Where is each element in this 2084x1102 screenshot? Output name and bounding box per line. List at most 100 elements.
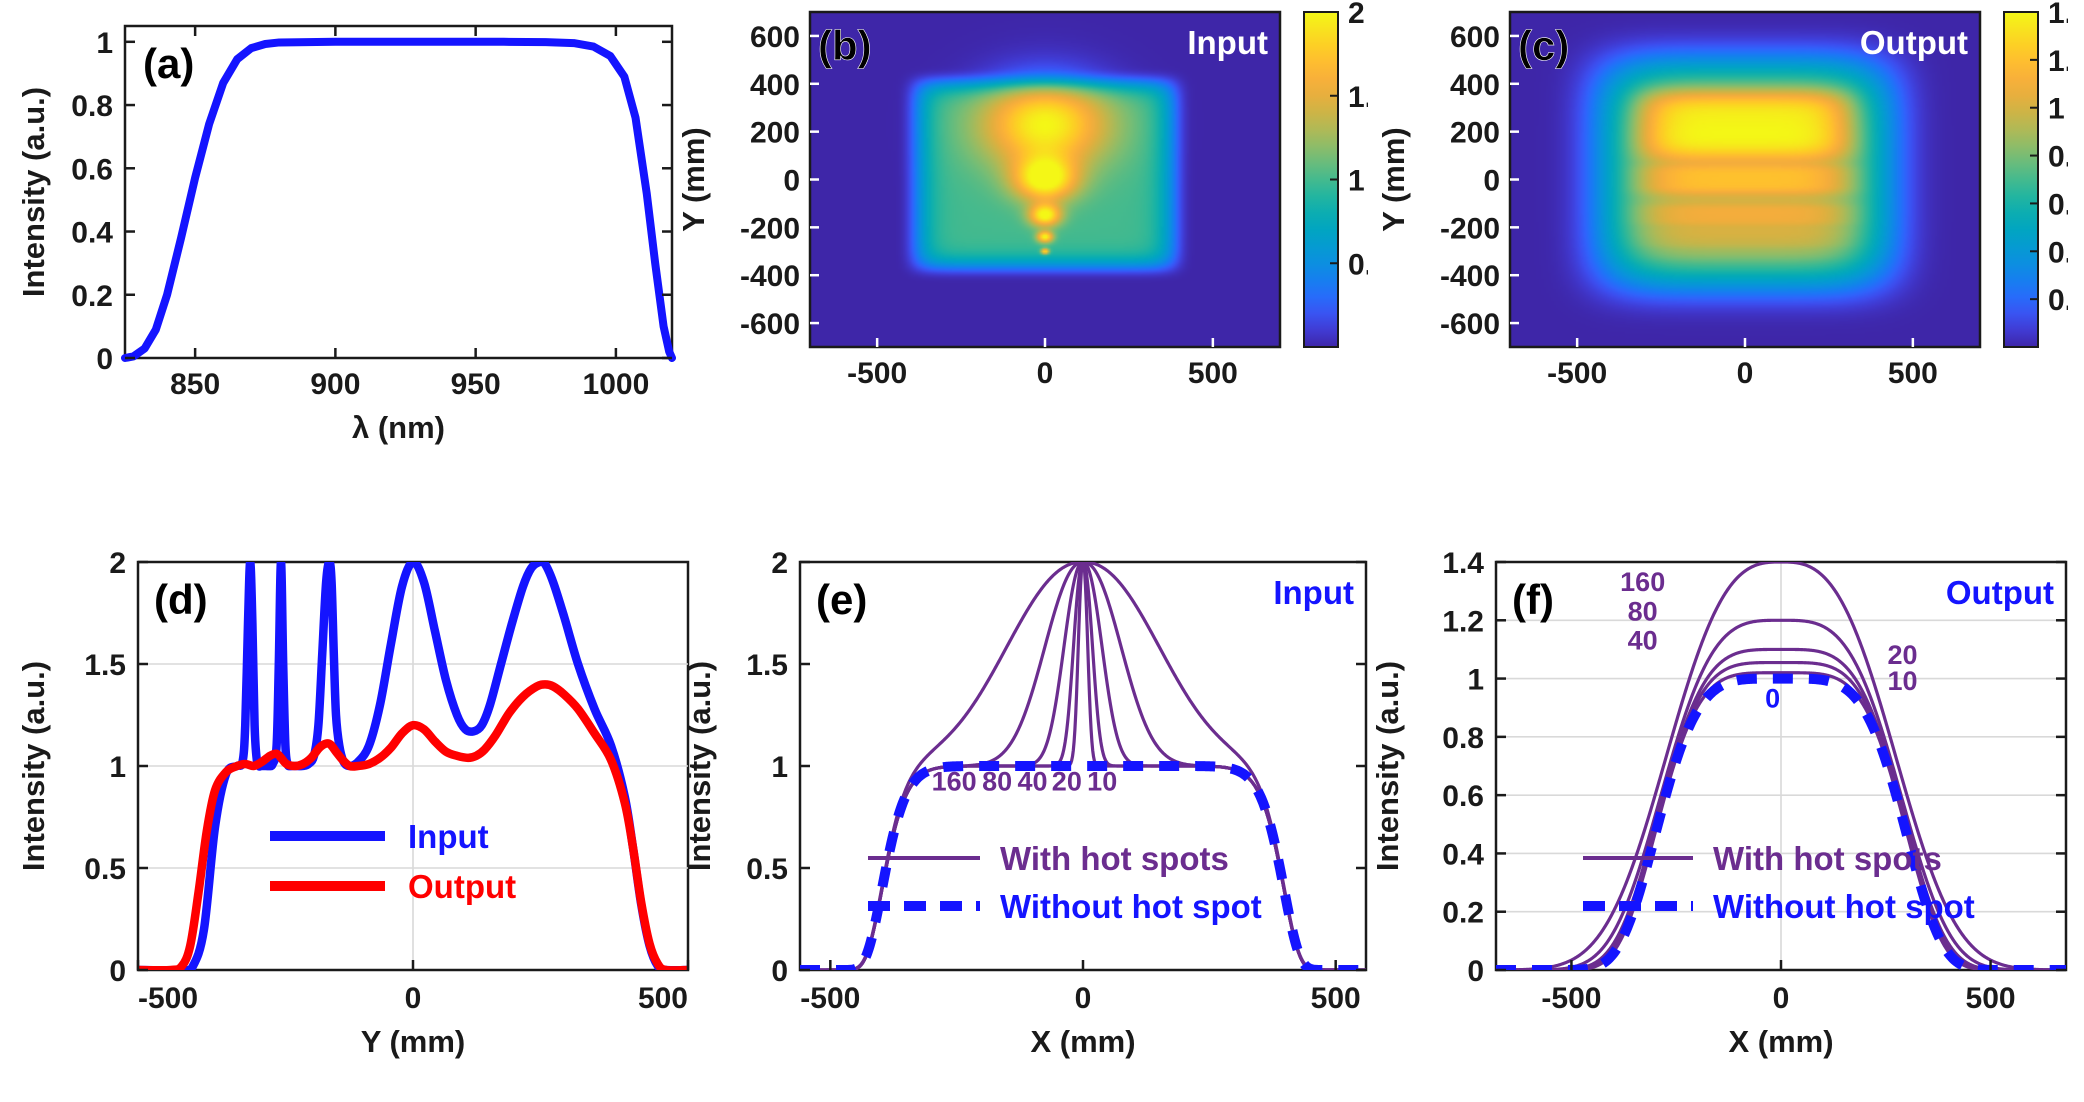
panel-c-heatmap	[1510, 12, 1980, 347]
panel-f-annotation: 0	[1765, 684, 1780, 714]
panel-a-ytick: 0.6	[71, 153, 113, 186]
panel-b-xlabel: X (mm)	[992, 396, 1097, 402]
panel-f-ytick: 0.8	[1442, 722, 1484, 755]
panel-e-corner-label: Input	[1273, 574, 1354, 611]
panel-c-ytick: -400	[1440, 260, 1500, 293]
panel-a-xtick: 950	[451, 368, 501, 401]
panel-b-ytick: -200	[740, 212, 800, 245]
panel-f-ytick: 1	[1467, 664, 1484, 697]
panel-f-ytick: 1.2	[1442, 605, 1484, 638]
panel-b-xtick: 0	[1037, 357, 1054, 390]
panel-b-colorbar-tick: 1	[1348, 165, 1365, 198]
panel-d-xtick: -500	[138, 982, 198, 1015]
panel-f-ytick: 0	[1467, 955, 1484, 988]
panel-a-label: (a)	[143, 40, 194, 87]
panel-f-legend-label: Without hot spot	[1713, 888, 1975, 925]
panel-d-xtick: 0	[405, 982, 422, 1015]
panel-a-series-spectrum	[121, 37, 676, 362]
panel-e-ytick: 0.5	[746, 853, 788, 886]
panel-c-colorbar-tick: 0.8	[2048, 141, 2068, 174]
panel-e-annotations: 160 80 40 20 10	[932, 766, 1118, 796]
panel-e: -500 0 500 0 0.5 1 1.5 2 X (mm) Intensity (a.u.) (…	[680, 540, 1380, 1100]
panel-f-series-without-hot-spot	[1496, 673, 2066, 970]
panel-c-ytick: 200	[1450, 117, 1500, 150]
panel-e-annotation: 10	[1087, 766, 1117, 796]
panel-f-series-plateau-1.02	[1496, 671, 2066, 970]
panel-d-ytick: 1.5	[84, 649, 126, 682]
panel-e-annotation: 80	[982, 766, 1012, 796]
panel-b-colorbar-tick: 0.5	[1348, 248, 1368, 281]
panel-d-legend-label: Output	[408, 868, 516, 905]
panel-f-annotation: 80	[1628, 596, 1658, 626]
panel-d-legend: Input Output	[270, 818, 516, 905]
panel-b-ytick: 600	[750, 21, 800, 54]
panel-b-ytick: -400	[740, 260, 800, 293]
panel-c-ytick: -200	[1440, 212, 1500, 245]
panel-e-ytick: 1.5	[746, 649, 788, 682]
panel-c-ytick: 0	[1483, 165, 1500, 198]
panel-d-ytick: 0.5	[84, 853, 126, 886]
panel-f-annotation: 40	[1628, 625, 1658, 655]
panel-a-ytick: 0.2	[71, 280, 113, 313]
panel-a-xtick: 850	[170, 368, 220, 401]
panel-c-label: (c)	[1518, 22, 1569, 69]
panel-c-colorbar-tick: 1.4	[2048, 2, 2068, 30]
panel-f-ytick: 0.2	[1442, 897, 1484, 930]
panel-c-xtick: 500	[1888, 357, 1938, 390]
panel-a-xtick: 900	[310, 368, 360, 401]
panel-e-legend: With hot spots Without hot spot	[868, 840, 1262, 925]
panel-a-ylabel: Intensity (a.u.)	[16, 87, 51, 297]
panel-d-xlabel: Y (mm)	[361, 1024, 466, 1059]
panel-b-heatmap	[810, 12, 1280, 347]
panel-b-ylabel: Y (mm)	[676, 127, 711, 232]
panel-a: 850 900 950 1000 0 0.2 0.4 0.6 0.8 1 λ (nm) Intensi…	[10, 8, 690, 568]
panel-c-colorbar-tick: 0.2	[2048, 284, 2068, 317]
panel-e-xtick: 0	[1075, 982, 1092, 1015]
panel-d-ytick: 1	[109, 751, 126, 784]
panel-a-xtick: 1000	[583, 368, 650, 401]
panel-e-annotation: 40	[1017, 766, 1047, 796]
panel-a-axes-frame	[123, 24, 674, 360]
panel-f-ytick: 0.6	[1442, 780, 1484, 813]
panel-e-xtick: -500	[800, 982, 860, 1015]
panel-f-xlabel: X (mm)	[1728, 1024, 1833, 1059]
panel-f-series-plateau-1.1	[1496, 647, 2066, 970]
panel-f-xtick: -500	[1541, 982, 1601, 1015]
panel-b: -500 0 500 -600 -400 -200 0 200 400 600 X (mm) Y (m…	[668, 2, 1368, 402]
panel-e-ytick: 2	[771, 547, 788, 580]
panel-d-legend-label: Input	[408, 818, 489, 855]
panel-c-ylabel: Y (mm)	[1376, 127, 1411, 232]
panel-e-annotation: 20	[1052, 766, 1082, 796]
panel-b-corner-label: Input	[1187, 24, 1268, 61]
panel-f-corner-label: Output	[1946, 574, 2054, 611]
panel-e-xlabel: X (mm)	[1030, 1024, 1135, 1059]
panel-f-xtick: 500	[1966, 982, 2016, 1015]
panel-b-label: (b)	[818, 22, 872, 69]
panel-c-xlabel: X (mm)	[1692, 396, 1797, 402]
panel-d-ylabel: Intensity (a.u.)	[16, 661, 51, 871]
panel-b-ytick: 400	[750, 69, 800, 102]
panel-e-series-without-hot-spot	[800, 761, 1366, 970]
panel-c-colorbar	[2003, 11, 2039, 348]
panel-e-legend-label: Without hot spot	[1000, 888, 1262, 925]
panel-e-axes-frame	[798, 560, 1368, 972]
panel-f-legend: With hot spots Without hot spot	[1583, 840, 1975, 925]
panel-b-ytick: 0	[783, 165, 800, 198]
panel-d-label: (d)	[154, 576, 208, 623]
panel-e-ytick: 0	[771, 955, 788, 988]
panel-d: -500 0 500 0 0.5 1 1.5 2 Y (mm) Intensity (a.u.) (…	[10, 540, 710, 1100]
panel-d-series-output	[138, 680, 688, 970]
panel-f: -500 0 500 0 0.2 0.4 0.6 0.8 1 1.2 1.4 X (mm) Intens…	[1368, 540, 2082, 1100]
panel-d-xtick: 500	[638, 982, 688, 1015]
panel-a-ytick: 0	[96, 343, 113, 376]
panel-c: -500 0 500 -600 -400 -200 0 200 400 600 X (mm) Y (m…	[1368, 2, 2068, 402]
panel-c-colorbar-tick: 0.6	[2048, 188, 2068, 221]
panel-c-ytick: 600	[1450, 21, 1500, 54]
panel-f-ytick: 0.4	[1442, 838, 1484, 871]
panel-b-ytick: 200	[750, 117, 800, 150]
panel-d-ytick: 0	[109, 955, 126, 988]
panel-b-colorbar-tick: 1.5	[1348, 81, 1368, 114]
panel-f-annotation: 10	[1888, 666, 1918, 696]
